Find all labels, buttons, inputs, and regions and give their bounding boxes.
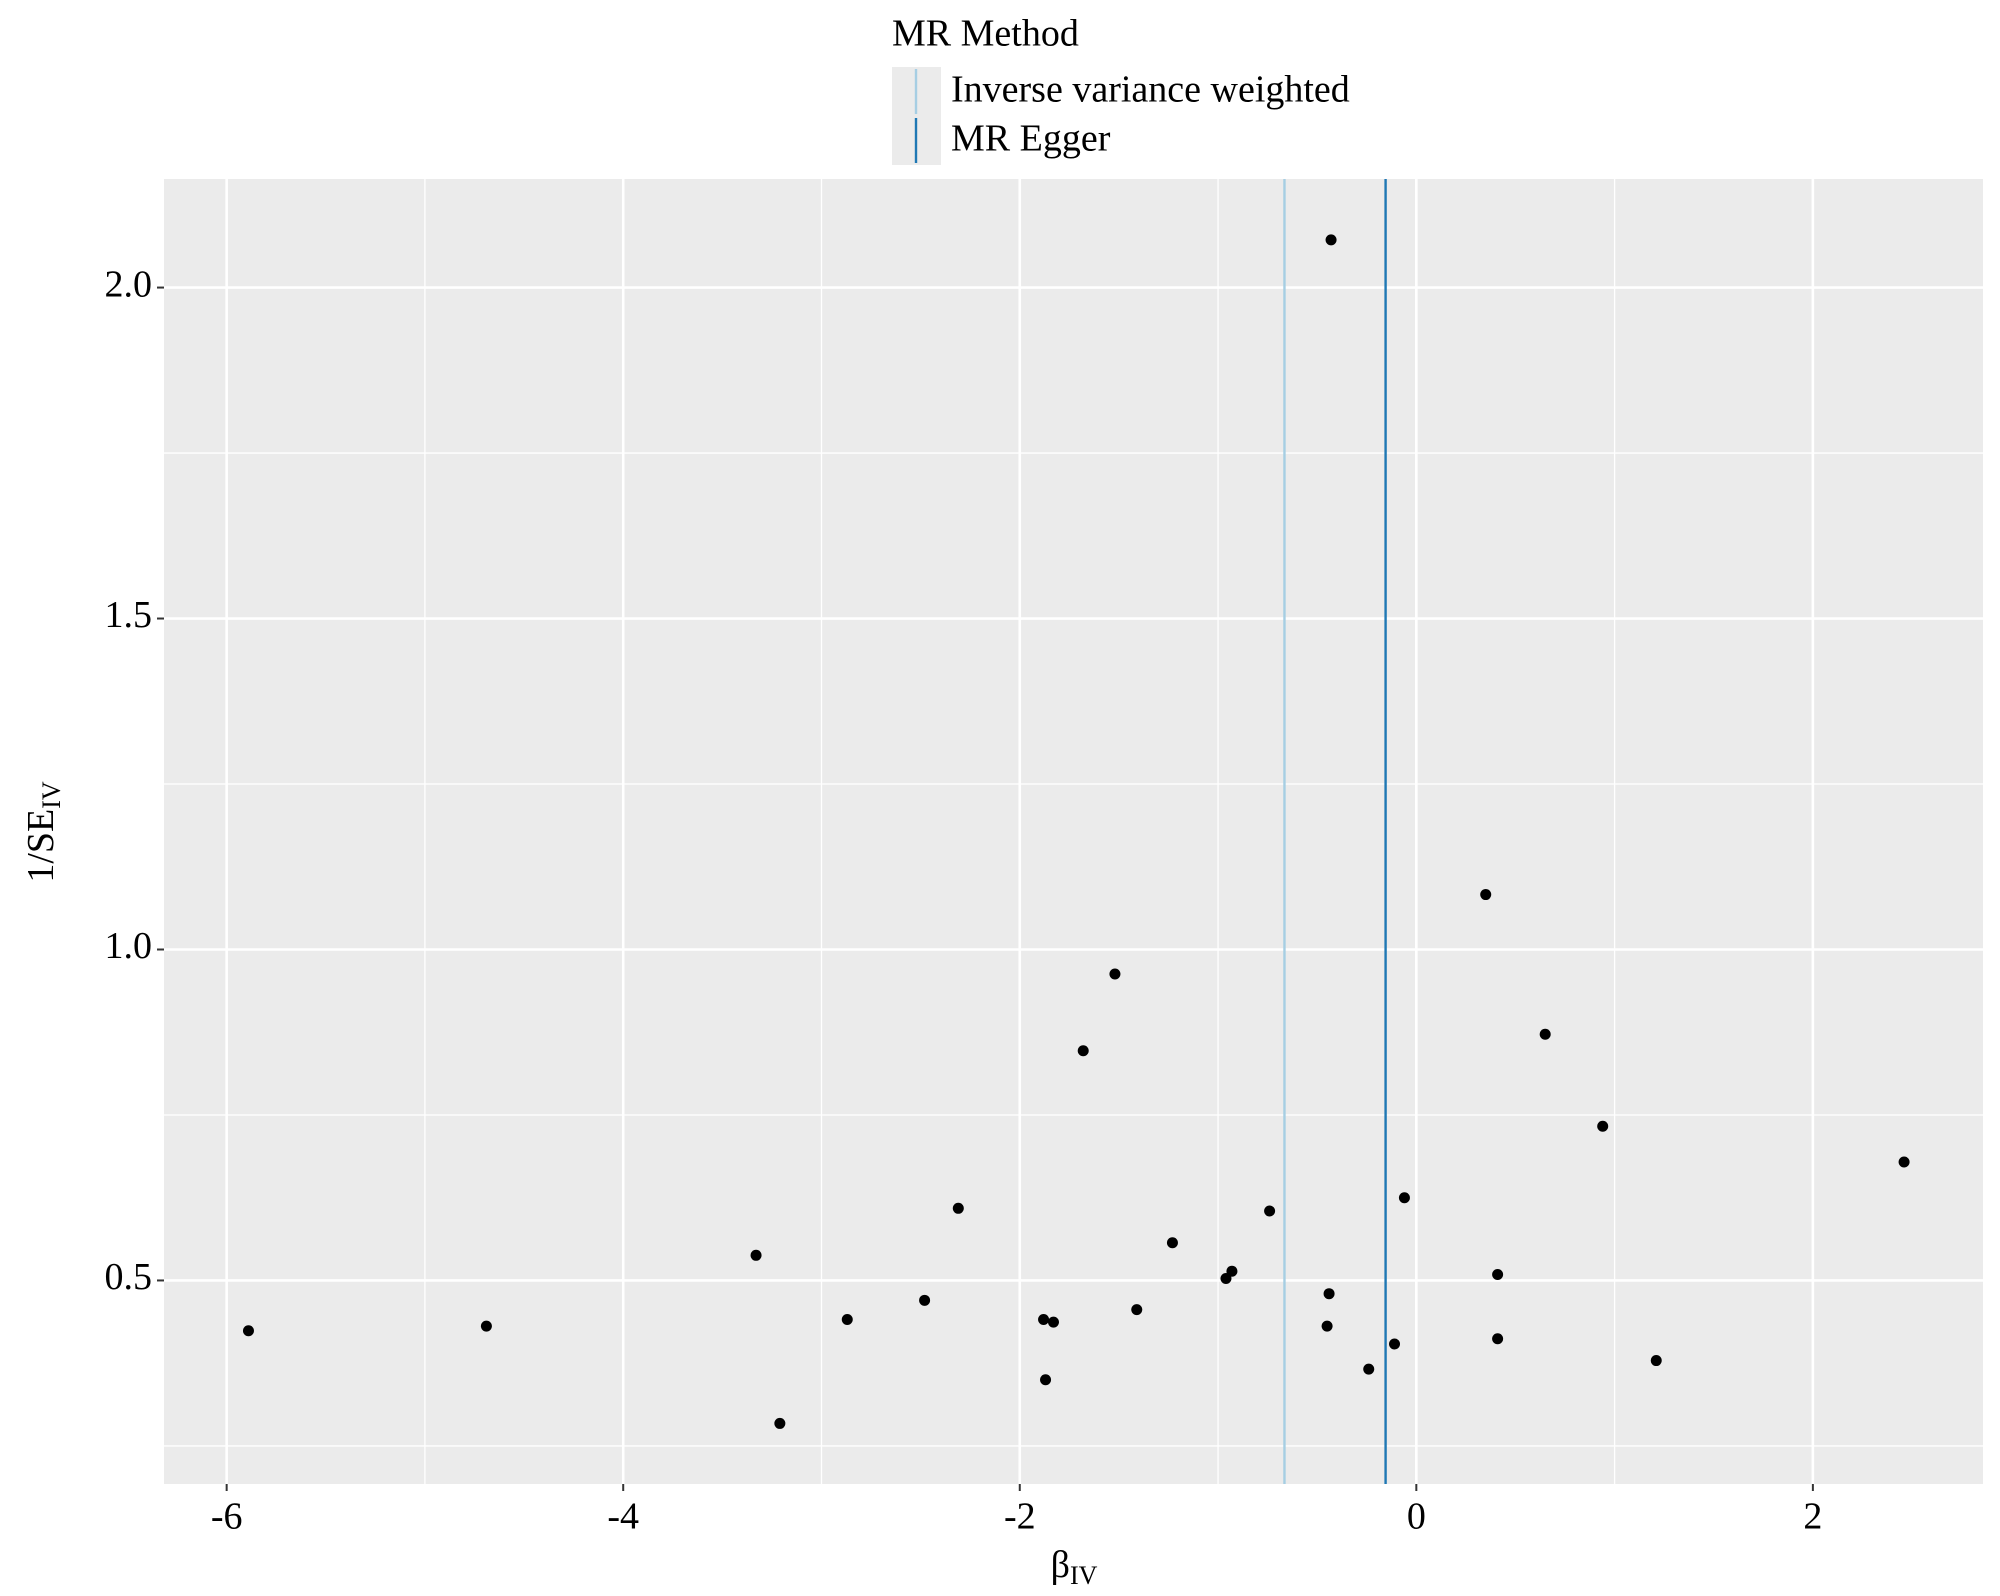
x-tick-label: -6 [211,1496,243,1538]
point [1226,1265,1238,1277]
legend-title: MR Method [892,13,1079,55]
point [1220,1272,1232,1284]
y-label-main: 1/SE [20,809,62,883]
x-tick-label: 0 [1407,1496,1426,1538]
point [1597,1120,1609,1132]
legend-label: Inverse variance weighted [951,69,1350,111]
x-label-main: β [1051,1544,1070,1586]
point [1539,1028,1551,1040]
point [841,1314,853,1326]
y-axis-label: 1/SEIV [20,781,66,883]
panel [164,179,1983,1484]
y-tick-label: 1.0 [105,925,153,967]
point [480,1320,492,1332]
point [1492,1268,1504,1280]
legend-label: MR Egger [951,118,1111,160]
x-tick-label: -4 [607,1496,639,1538]
point [750,1249,762,1261]
point [1898,1156,1910,1168]
point [952,1202,964,1214]
point [1321,1320,1333,1332]
point [1109,968,1121,980]
point [1325,234,1337,246]
point [1323,1288,1335,1300]
point [1492,1333,1504,1345]
x-axis-label: βIV [1051,1544,1098,1590]
point [1389,1338,1401,1350]
point [1047,1316,1059,1328]
point [919,1294,931,1306]
y-tick-label: 0.5 [105,1256,153,1298]
x-tick-label: -2 [1004,1496,1036,1538]
point [1038,1314,1050,1326]
y-label-sub: IV [37,781,66,809]
point [1363,1363,1375,1375]
y-tick-label: 2.0 [105,263,153,305]
point [1040,1374,1052,1386]
x-tick-label: 2 [1803,1496,1822,1538]
point [1131,1304,1143,1316]
y-tick-label: 1.5 [105,594,153,636]
point [1264,1205,1276,1217]
point [1398,1192,1410,1204]
point [1166,1237,1178,1249]
point [242,1325,254,1337]
point [1650,1355,1662,1367]
point [1077,1045,1089,1057]
point [774,1417,786,1429]
point [1480,889,1492,901]
x-label-sub: IV [1070,1561,1098,1590]
